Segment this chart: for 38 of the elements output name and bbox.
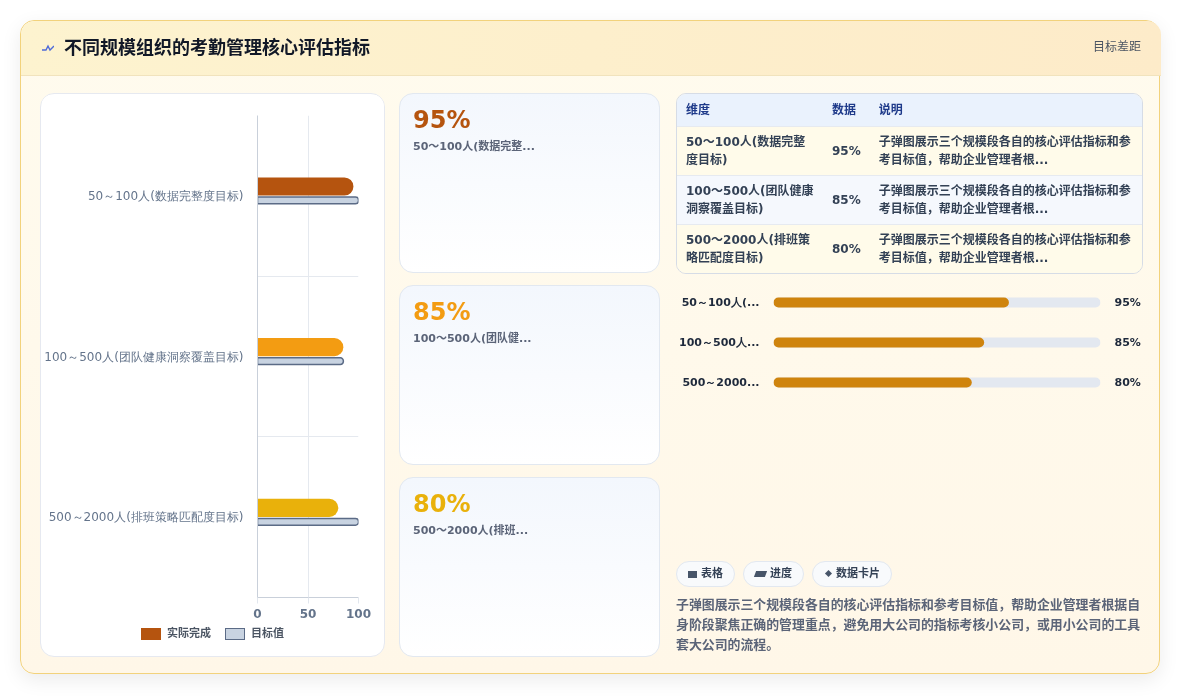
- data-label: 80%: [1114, 376, 1141, 389]
- text: 95%: [832, 143, 861, 158]
- y-tick-label: 50～100人(数据完整度目标): [87, 188, 244, 203]
- category-label: 表格: [676, 561, 735, 587]
- text: 子弹图展示三个规模段各自的核心评估指标和参考目标值，帮助企业管理者根...: [878, 134, 1131, 167]
- data-label: 95%: [1114, 296, 1141, 309]
- category-label: 说明: [869, 94, 1142, 126]
- y-tick-label: 500～2000人(排班策略匹配度目标): [48, 510, 244, 525]
- category-label: 500～2000人(排班...: [413, 523, 530, 539]
- text: 85%: [413, 298, 471, 326]
- text: 目标差距: [1092, 39, 1141, 57]
- category-label: 50～100人(数据完整...: [413, 139, 536, 155]
- bar: [257, 498, 339, 517]
- y-tick-label: 100～500人(团队健康洞察覆盖目标): [44, 349, 244, 364]
- category-label: 数据卡片: [812, 561, 892, 587]
- text: 80%: [413, 490, 471, 518]
- text: 85%: [832, 192, 861, 207]
- x-tick-label: 0: [253, 606, 262, 621]
- category-label: 数据: [823, 94, 870, 126]
- text: 95%: [413, 106, 471, 134]
- y-tick-label: 500～2000...: [682, 376, 760, 389]
- x-tick-label: 50: [299, 606, 317, 621]
- chart-title: 不同规模组织的考勤管理核心评估指标: [64, 36, 370, 61]
- legend-label: 目标值: [251, 626, 284, 642]
- data-label: 85%: [1114, 336, 1141, 349]
- text: 子弹图展示三个规模段各自的核心评估指标和参考目标值，帮助企业管理者根...: [878, 183, 1131, 216]
- x-tick-label: 100: [345, 606, 372, 621]
- legend-label: 实际完成: [167, 626, 211, 642]
- text: 80%: [832, 241, 861, 256]
- category-label: 100～500人(团队健...: [413, 331, 533, 347]
- category-label: 维度: [677, 94, 823, 126]
- y-tick-label: 100～500人...: [679, 336, 760, 349]
- y-tick-label: 50～100人(...: [681, 296, 760, 309]
- text: 子弹图展示三个规模段各自的核心评估指标和参考目标值，帮助企业管理者根据自身阶段聚焦正确的管理重点，避免用大公司的指标考核小公司，或用小公司的工具套大公司的流程。: [676, 596, 1142, 654]
- bar: [257, 177, 354, 196]
- text: 子弹图展示三个规模段各自的核心评估指标和参考目标值，帮助企业管理者根...: [878, 232, 1131, 265]
- bar: [257, 338, 344, 357]
- category-label: 进度: [743, 561, 804, 587]
